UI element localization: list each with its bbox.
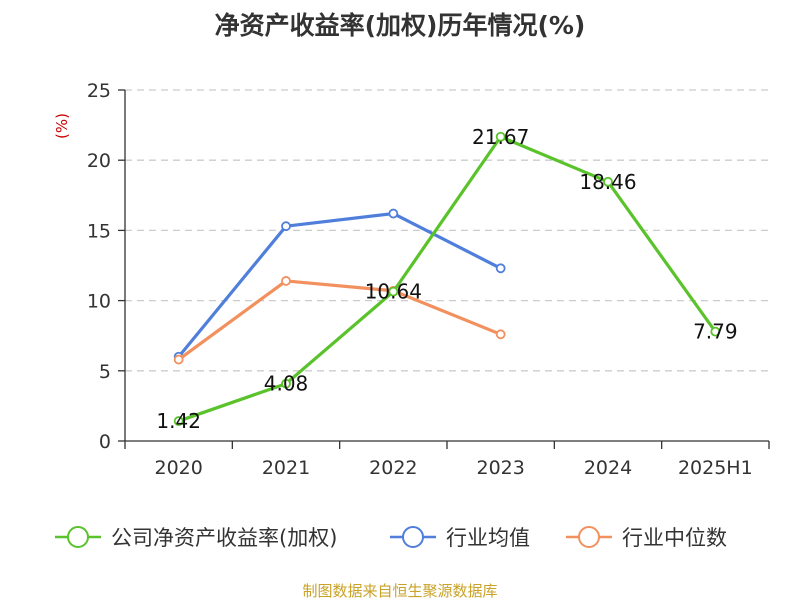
chart-title: 净资产收益率(加权)历年情况(%) (215, 11, 586, 40)
data-point (173, 354, 184, 365)
data-point (710, 326, 721, 337)
y-tick-label: 20 (87, 150, 111, 172)
series-line-0 (177, 135, 717, 423)
data-point (173, 416, 184, 426)
data-label: 18.46 (579, 170, 636, 194)
y-tick-label: 10 (87, 291, 111, 313)
legend-marker (402, 526, 424, 548)
data-point (495, 263, 506, 274)
x-tick-label: 2021 (262, 457, 310, 479)
legend-marker (578, 526, 600, 548)
data-point (603, 176, 613, 187)
data-point (281, 221, 291, 232)
data-label: 21.67 (472, 125, 529, 149)
data-labels: 1.42 4.08 10.64 21.67 18.46 7.79 (156, 125, 737, 433)
series-lines (173, 131, 721, 426)
x-tick-label: 2023 (476, 457, 524, 479)
series-line-2 (177, 279, 503, 362)
source-note: 制图数据来自恒生聚源数据库 (302, 582, 497, 600)
x-tick-label: 2020 (154, 457, 202, 479)
axes: 0 5 10 15 20 25 2020 2021 2022 2023 2024 2025H1 (87, 80, 770, 479)
data-point (388, 208, 399, 219)
y-tick-label: 5 (99, 361, 111, 383)
data-label: 1.42 (156, 409, 201, 433)
y-axis-unit-label: (%) (53, 113, 71, 139)
data-label: 10.64 (365, 280, 422, 304)
data-point (281, 378, 291, 389)
y-tick-label: 25 (87, 80, 111, 102)
x-tick-label: 2024 (584, 457, 632, 479)
legend-label: 行业均值 (446, 526, 530, 550)
data-point (388, 286, 399, 297)
legend-marker (67, 526, 89, 548)
data-point (281, 276, 291, 286)
data-label: 7.79 (693, 320, 738, 344)
series-line-1 (177, 211, 503, 359)
y-tick-label: 0 (99, 431, 111, 453)
legend-label: 公司净资产收益率(加权) (111, 526, 337, 550)
x-tick-label: 2022 (369, 457, 417, 479)
legend: 公司净资产收益率(加权) 行业均值 行业中位数 (55, 526, 727, 550)
y-tick-label: 15 (87, 220, 111, 242)
data-point (495, 329, 506, 340)
data-label: 4.08 (264, 372, 309, 396)
data-point (495, 131, 506, 142)
x-tick-label: 2025H1 (678, 457, 753, 479)
legend-label: 行业中位数 (622, 526, 727, 550)
